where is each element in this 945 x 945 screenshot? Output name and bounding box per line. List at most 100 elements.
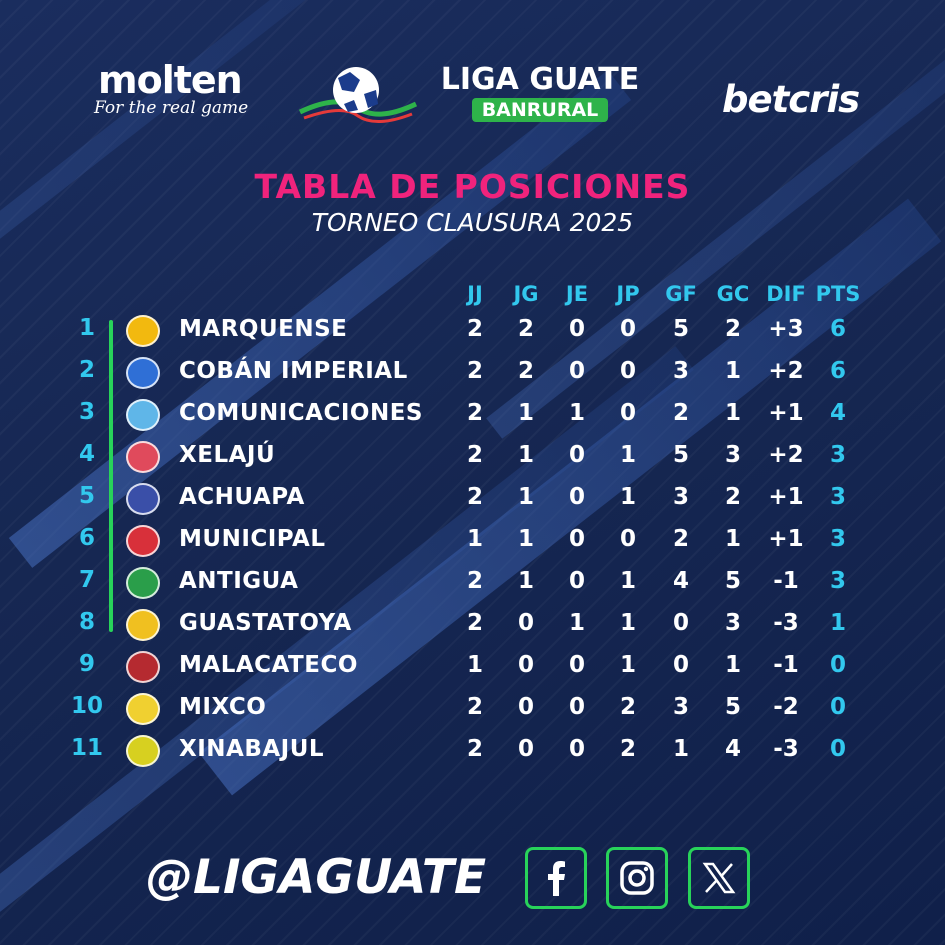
stat-je: 0 [568,442,585,468]
stat-je: 0 [568,694,585,720]
stat-jj: 2 [466,316,483,342]
column-header-jp: JP [616,282,640,306]
team-crest-icon [126,483,160,515]
stat-je: 0 [568,484,585,510]
stat-dif: +1 [768,526,804,552]
stat-jg: 2 [517,316,534,342]
stat-gf: 5 [672,442,689,468]
stat-jg: 0 [517,694,534,720]
table-row: 7 ANTIGUA 2 1 0 1 4 5 -1 3 [0,561,945,603]
team-name: MARQUENSE [179,316,348,342]
stat-gc: 1 [724,526,741,552]
x-icon[interactable] [688,847,750,909]
stat-gf: 5 [672,316,689,342]
stat-gc: 1 [724,400,741,426]
stat-jj: 2 [466,568,483,594]
stat-jg: 0 [517,736,534,762]
stat-jp: 1 [619,442,636,468]
position-number: 2 [78,357,95,383]
team-name: MUNICIPAL [179,526,326,552]
column-header-jj: JJ [467,282,483,306]
team-crest-icon [126,567,160,599]
stat-jp: 0 [619,316,636,342]
banrural-badge: BANRURAL [471,98,609,122]
stat-gc: 5 [724,694,741,720]
table-row: 1 MARQUENSE 2 2 0 0 5 2 +3 6 [0,309,945,351]
betcris-logo: betcris [722,78,860,121]
stat-gf: 3 [672,484,689,510]
stat-jj: 1 [466,526,483,552]
stat-jp: 0 [619,526,636,552]
team-crest-icon [126,609,160,641]
molten-logo-name: molten [98,58,243,102]
stat-je: 1 [568,400,585,426]
stat-dif: -1 [773,652,799,678]
stat-gc: 5 [724,568,741,594]
stat-gc: 3 [724,442,741,468]
stat-jg: 2 [517,358,534,384]
table-row: 2 COBÁN IMPERIAL 2 2 0 0 3 1 +2 6 [0,351,945,393]
stat-dif: +2 [768,358,804,384]
stat-je: 0 [568,316,585,342]
position-number: 3 [78,399,95,425]
stat-je: 0 [568,652,585,678]
stat-gf: 2 [672,526,689,552]
stat-gc: 3 [724,610,741,636]
position-number: 1 [78,315,95,341]
stat-pts: 6 [829,316,846,342]
team-crest-icon [126,399,160,431]
molten-logo: molten For the real game [94,58,268,118]
stat-jp: 1 [619,610,636,636]
stat-gf: 0 [672,652,689,678]
instagram-icon[interactable] [606,847,668,909]
stat-jp: 1 [619,652,636,678]
team-crest-icon [126,693,160,725]
position-number: 10 [70,693,103,719]
stat-jj: 1 [466,652,483,678]
table-row: 9 MALACATECO 1 0 0 1 0 1 -1 0 [0,645,945,687]
stat-pts: 0 [829,694,846,720]
stat-je: 0 [568,568,585,594]
stat-pts: 0 [829,736,846,762]
stat-jj: 2 [466,442,483,468]
stat-jp: 1 [619,568,636,594]
qualification-zone-bar [109,320,113,632]
stat-jj: 2 [466,736,483,762]
social-handle: @LIGAGUATE [146,850,487,905]
stat-jp: 0 [619,400,636,426]
team-crest-icon [126,735,160,767]
stat-pts: 3 [829,568,846,594]
team-crest-icon [126,357,160,389]
position-number: 9 [78,651,95,677]
column-header-jg: JG [513,282,539,306]
stat-gc: 4 [724,736,741,762]
stat-jj: 2 [466,694,483,720]
table-row: 8 GUASTATOYA 2 0 1 1 0 3 -3 1 [0,603,945,645]
facebook-icon[interactable] [525,847,587,909]
column-header-je: JE [565,282,589,306]
stat-pts: 3 [829,526,846,552]
position-number: 8 [78,609,95,635]
liga-guate-logo: LIGA GUATE BANRURAL [440,64,640,122]
team-crest-icon [126,441,160,473]
stat-jg: 1 [517,568,534,594]
team-name: MIXCO [179,694,267,720]
position-number: 11 [70,735,103,761]
team-name: XELAJÚ [179,442,276,468]
stat-jg: 1 [517,442,534,468]
column-header-gc: GC [716,282,750,306]
stat-gc: 2 [724,484,741,510]
stat-pts: 3 [829,442,846,468]
stat-jp: 2 [619,694,636,720]
column-header-gf: GF [665,282,697,306]
stat-gf: 0 [672,610,689,636]
team-crest-icon [126,315,160,347]
page-title: TABLA DE POSICIONES [254,167,691,206]
stat-je: 0 [568,358,585,384]
team-name: ANTIGUA [179,568,299,594]
stat-dif: -2 [773,694,799,720]
ball-logo [298,67,418,123]
stat-jj: 2 [466,400,483,426]
stat-dif: +3 [768,316,804,342]
